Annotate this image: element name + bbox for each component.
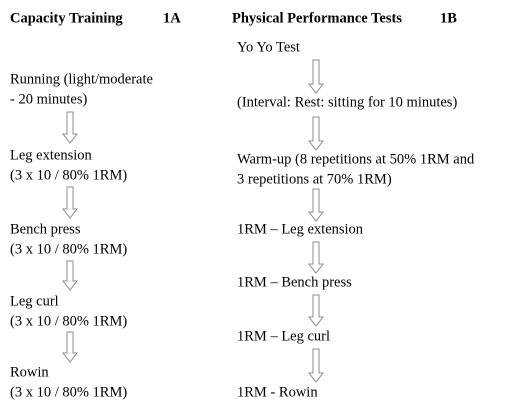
column-title: Physical Performance Tests — [232, 10, 402, 26]
step-text: 1RM – Leg extension — [237, 221, 364, 237]
step-text: 1RM – Leg curl — [237, 328, 330, 344]
flow-arrow — [307, 188, 325, 222]
step-text: Leg extension — [10, 147, 92, 163]
step-text: Leg curl — [10, 293, 59, 309]
flow-arrow — [307, 294, 325, 327]
column-code: 1B — [440, 10, 457, 26]
step-text: Running (light/moderate — [10, 71, 153, 87]
flow-arrow — [307, 241, 325, 274]
step-text: (3 x 10 / 80% 1RM) — [10, 384, 127, 400]
column-code: 1A — [163, 10, 181, 26]
flow-arrow — [307, 348, 325, 383]
step-text: 1RM - Rowin — [237, 384, 318, 400]
step-text: 1RM – Bench press — [237, 274, 352, 290]
step-text: Yo Yo Test — [237, 39, 300, 55]
step-text: (Interval: Rest: sitting for 10 minutes) — [237, 94, 457, 110]
flow-arrow — [61, 186, 79, 219]
flow-arrow — [61, 260, 79, 291]
step-text: - 20 minutes) — [10, 91, 87, 107]
step-text: Bench press — [10, 221, 81, 237]
flow-arrow — [61, 331, 79, 363]
flow-arrow — [307, 116, 325, 151]
step-text: Warm-up (8 repetitions at 50% 1RM and — [237, 151, 475, 167]
step-text: (3 x 10 / 80% 1RM) — [10, 167, 127, 183]
step-text: 3 repetitions at 70% 1RM) — [237, 171, 392, 187]
flow-arrow — [61, 111, 79, 144]
arrows — [61, 59, 325, 383]
step-text: (3 x 10 / 80% 1RM) — [10, 313, 127, 329]
step-text: Rowin — [10, 364, 49, 380]
column-title: Capacity Training — [10, 10, 123, 26]
step-text: (3 x 10 / 80% 1RM) — [10, 241, 127, 257]
flow-arrow — [307, 59, 325, 94]
